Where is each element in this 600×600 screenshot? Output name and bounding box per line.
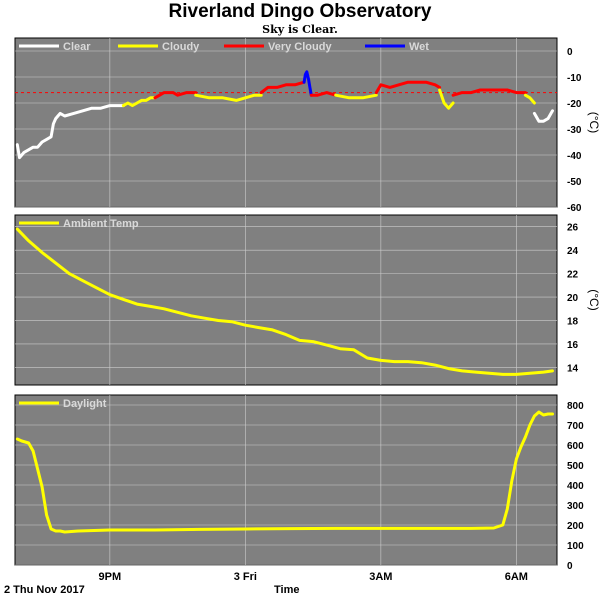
x-tick-label: 3 Fri bbox=[234, 571, 257, 583]
panel-3-y-tick-label: 700 bbox=[567, 421, 584, 432]
panel-1-series-very-cloudy-line bbox=[374, 80, 442, 95]
panel-3-y-tick-label: 500 bbox=[567, 461, 584, 472]
x-axis-label: Time bbox=[274, 584, 300, 596]
panel-1-series-cloudy-line bbox=[121, 96, 157, 108]
panel-2-y-tick-label: 14 bbox=[567, 363, 579, 374]
panel-3-y-tick-label: 300 bbox=[567, 501, 584, 512]
panel-1-y-axis-label: (°C) bbox=[587, 112, 600, 133]
panel-1-y-tick-label: -30 bbox=[567, 125, 582, 136]
panel-1-y-tick-label: -50 bbox=[567, 177, 582, 188]
panel-1-series-cloudy-line bbox=[334, 93, 378, 100]
panel-2-y-axis-label: (°C) bbox=[587, 289, 600, 310]
panel-3-y-tick-label: 800 bbox=[567, 401, 584, 412]
panel-1-y-tick-label: -40 bbox=[567, 151, 582, 162]
panel-2-series-ambient-temp-line bbox=[15, 227, 554, 376]
panel-3-y-tick-label: 200 bbox=[567, 521, 584, 532]
panel-1-series-clear-line bbox=[15, 104, 125, 160]
panel-1-series-very-cloudy-line bbox=[451, 88, 527, 97]
sky-status-subtitle: Sky is Clear. bbox=[262, 23, 338, 36]
panel-1-y-tick-label: -10 bbox=[567, 73, 582, 84]
panel-1-legend-label: Cloudy bbox=[162, 41, 200, 53]
chart-title: Riverland Dingo Observatory bbox=[168, 1, 432, 22]
panel-1-y-tick-label: -60 bbox=[567, 203, 582, 214]
panel-2-y-tick-label: 26 bbox=[567, 223, 579, 234]
panel-1-legend-label: Wet bbox=[409, 41, 429, 53]
panel-1-series-very-cloudy-line bbox=[309, 91, 338, 97]
panel-3-series-daylight-line bbox=[15, 410, 554, 534]
x-tick-label: 3AM bbox=[369, 571, 392, 583]
panel-1-legend-label: Clear bbox=[63, 41, 91, 53]
panel-1-legend-label: Very Cloudy bbox=[268, 41, 332, 53]
panel-1-y-tick-label: -20 bbox=[567, 99, 582, 110]
panel-1-series-cloudy-line bbox=[438, 88, 455, 110]
date-label: 2 Thu Nov 2017 bbox=[4, 584, 85, 596]
panel-3-y-tick-label: 400 bbox=[567, 481, 584, 492]
panel-1-y-tick-label: 0 bbox=[567, 47, 573, 58]
panel-3-y-tick-label: 0 bbox=[567, 561, 573, 572]
panel-1-series-cloudy-line bbox=[523, 93, 536, 105]
panel-2-legend-label: Ambient Temp bbox=[63, 218, 139, 230]
panel-3-y-tick-label: 100 bbox=[567, 541, 584, 552]
panel-1-series-clear-line bbox=[532, 109, 554, 123]
x-tick-label: 6AM bbox=[505, 571, 528, 583]
panel-1-series-very-cloudy-line bbox=[259, 80, 306, 95]
panel-3-y-tick-label: 600 bbox=[567, 441, 584, 452]
panel-1-background bbox=[14, 37, 558, 208]
panel-1-series-wet-line bbox=[302, 70, 313, 97]
x-tick-label: 9PM bbox=[99, 571, 122, 583]
panel-1-series-cloudy-line bbox=[194, 93, 263, 102]
panel-2-y-tick-label: 16 bbox=[567, 340, 579, 351]
panel-3-background bbox=[14, 394, 558, 566]
panel-3-legend-label: Daylight bbox=[63, 398, 107, 410]
panel-1-series-very-cloudy-line bbox=[153, 91, 198, 100]
panel-2-y-tick-label: 22 bbox=[567, 270, 579, 281]
panel-2-y-tick-label: 24 bbox=[567, 246, 579, 257]
panel-2-y-tick-label: 20 bbox=[567, 293, 579, 304]
panel-2-y-tick-label: 18 bbox=[567, 317, 579, 328]
panel-2-background bbox=[14, 214, 558, 386]
